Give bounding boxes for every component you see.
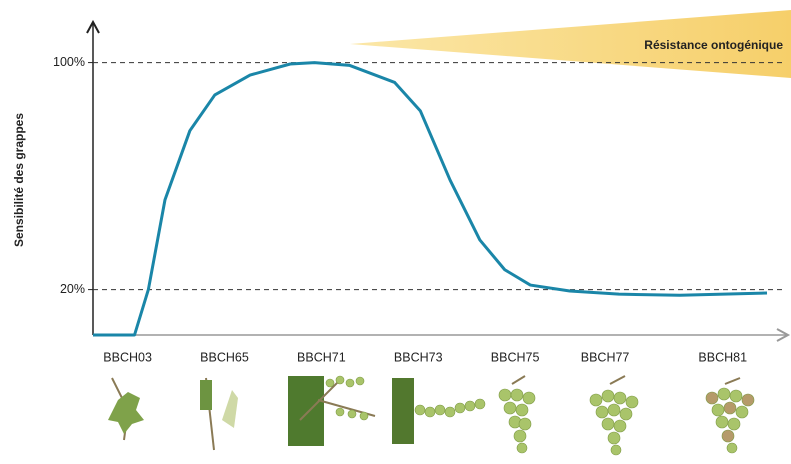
x-tick-label: BBCH77 [581, 350, 630, 364]
x-tick-label: BBCH71 [297, 350, 346, 364]
photo [706, 378, 754, 453]
x-tick-label: BBCH81 [698, 350, 747, 364]
y-axis-label: Sensibilité des grappes [12, 113, 26, 247]
line [93, 63, 767, 335]
chart: Résistance ontogénique Sensibilité des g… [0, 0, 791, 459]
y-tick-label: 20% [60, 282, 85, 296]
photo [200, 378, 238, 450]
x-tick-label: BBCH73 [394, 350, 443, 364]
x-tick-label: BBCH03 [103, 350, 152, 364]
annotation: Résistance ontogénique [644, 38, 783, 52]
photo [590, 376, 638, 455]
photo [108, 378, 144, 440]
x-tick-label: BBCH65 [200, 350, 249, 364]
x-tick-label: BBCH75 [491, 350, 540, 364]
y-tick-label: 100% [53, 55, 85, 69]
photo [288, 376, 375, 446]
photo [499, 376, 535, 453]
photo [392, 378, 485, 444]
stage-photos [108, 376, 754, 455]
